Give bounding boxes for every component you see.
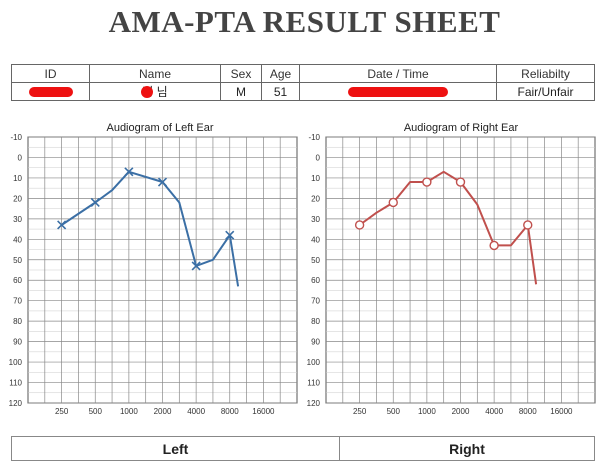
right-label: Right [339,436,595,461]
patient-info-table: ID Name Sex Age Date / Time Reliabilty 정… [11,64,595,101]
right-x-tick-label: 16000 [550,407,573,416]
left-y-tick-label: 30 [13,215,22,224]
left-x-tick-label: 1000 [120,407,138,416]
right-x-tick-label: 4000 [485,407,503,416]
left-y-tick-label: 50 [13,256,22,265]
left-x-tick-label: 500 [89,407,103,416]
left-data-point-x-marker [225,230,235,240]
left-y-tick-label: 20 [13,194,22,203]
right-x-tick-label: 8000 [519,407,537,416]
right-data-point-o-marker [422,177,432,187]
id-value [11,82,90,101]
left-y-tick-label: -10 [10,133,22,142]
id-redaction [28,87,73,98]
age-value: 51 [261,82,300,101]
name-redaction [141,86,153,98]
left-ear-chart: Audiogram of Left Ear -10 0 10 20 30 40 50 60 70 8… [9,122,298,416]
name-value: 정 님 [89,82,221,101]
right-ear-chart: Audiogram of Right Ear -10 0 10 20 30 40 50 60 70… [307,122,596,416]
right-x-tick-label: 1000 [418,407,436,416]
datetime-redaction [348,87,448,98]
right-y-tick-label: 60 [311,276,320,285]
right-y-tick-label: 20 [311,194,320,203]
right-y-tick-label: 100 [307,358,321,367]
right-y-tick-label: 0 [316,153,321,162]
left-threshold-line [61,170,240,287]
right-x-tick-label: 250 [353,407,367,416]
ear-labels-table: Left Right [11,436,595,461]
left-y-tick-label: 80 [13,317,22,326]
right-data-point-o-marker [523,220,533,230]
left-y-tick-label: 70 [13,297,22,306]
left-chart-title: Audiogram of Left Ear [106,122,213,134]
left-x-tick-label: 4000 [187,407,205,416]
left-y-tick-label: 10 [13,174,22,183]
left-data-point-x-marker [157,177,168,187]
left-y-tick-label: 0 [18,153,23,162]
datetime-header: Date / Time [299,64,497,83]
right-y-tick-label: -10 [308,133,320,142]
right-y-tick-label: 40 [311,235,320,244]
right-y-tick-label: 30 [311,215,320,224]
left-y-tick-label: 120 [9,399,23,408]
right-data-point-o-marker [455,177,466,187]
right-y-tick-label: 70 [311,297,320,306]
right-data-point-o-marker [489,240,499,251]
left-x-tick-label: 16000 [252,407,275,416]
left-x-tick-label: 8000 [221,407,239,416]
right-y-tick-label: 80 [311,317,320,326]
left-data-point-x-marker [191,261,201,271]
left-y-tick-label: 100 [9,358,23,367]
right-threshold-line [359,170,538,285]
left-y-tick-label: 90 [13,338,22,347]
right-x-tick-label: 2000 [452,407,470,416]
left-data-point-x-marker [90,197,100,208]
left-data-point-x-marker [124,167,134,177]
left-y-tick-label: 60 [13,276,22,285]
right-y-tick-label: 10 [311,174,320,183]
left-data-point-x-marker [57,220,67,230]
right-y-tick-label: 90 [311,338,320,347]
sheet-title: AMA-PTA RESULT SHEET [108,4,501,39]
right-data-point-o-marker [388,197,398,208]
reliability-value: Fair/Unfair [496,82,595,101]
left-y-tick-label: 110 [9,379,22,388]
right-chart-title: Audiogram of Right Ear [404,122,519,134]
left-x-tick-label: 250 [55,407,69,416]
left-label: Left [11,436,340,461]
right-x-tick-label: 500 [387,407,401,416]
right-data-point-o-marker [354,220,365,230]
left-y-tick-label: 40 [13,235,22,244]
left-x-tick-label: 2000 [154,407,172,416]
right-y-tick-label: 120 [307,399,321,408]
right-y-tick-label: 110 [307,379,320,388]
right-y-tick-label: 50 [311,256,320,265]
